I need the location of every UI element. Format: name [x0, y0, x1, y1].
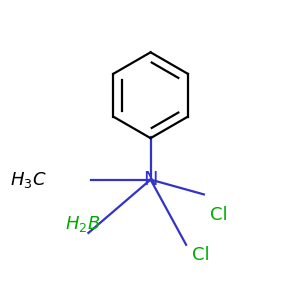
- Text: N: N: [143, 170, 158, 189]
- Text: Cl: Cl: [210, 206, 227, 224]
- Text: $H_2B$: $H_2B$: [65, 214, 100, 234]
- Text: Cl: Cl: [192, 246, 210, 264]
- Text: $H_3C$: $H_3C$: [11, 169, 47, 190]
